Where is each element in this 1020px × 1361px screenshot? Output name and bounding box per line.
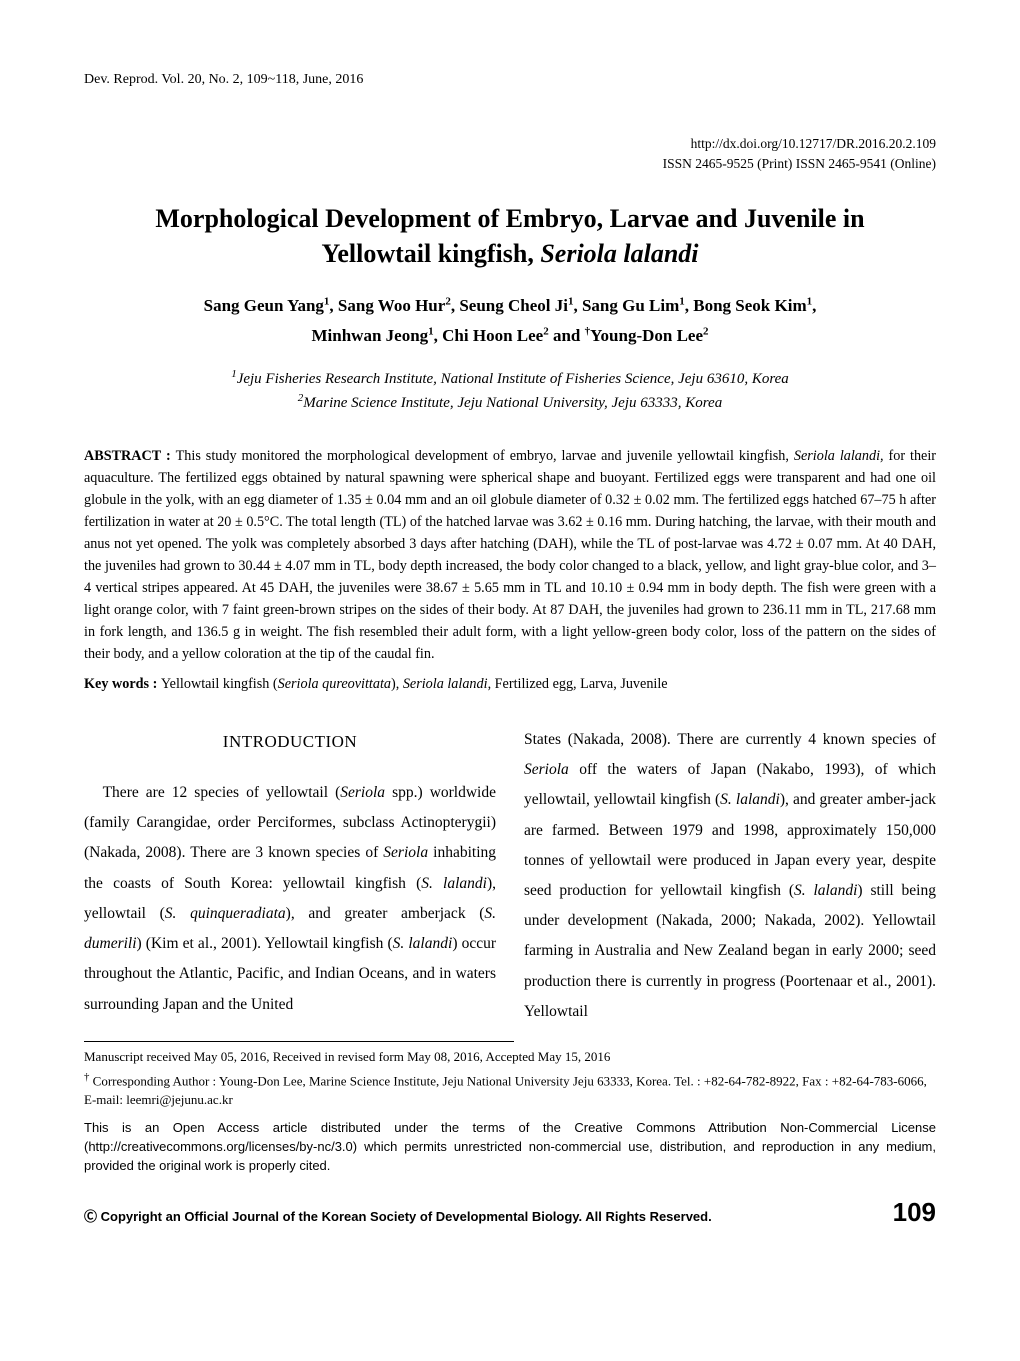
affil-1: 1Jeju Fisheries Research Institute, Nati… [84, 366, 936, 391]
doi-block: http://dx.doi.org/10.12717/DR.2016.20.2.… [84, 134, 936, 175]
body-para-2: States (Nakada, 2008). There are current… [524, 725, 936, 1027]
body-columns: INTRODUCTION There are 12 species of yel… [84, 725, 936, 1027]
copyright-line: Ⓒ Copyright an Official Journal of the K… [84, 1206, 712, 1225]
abstract-text: This study monitored the morphological d… [84, 448, 936, 662]
footnote-corresponding: † Corresponding Author : Young-Don Lee, … [84, 1070, 936, 1109]
title-line2-plain: Yellowtail kingfish, [321, 239, 540, 268]
section-heading-introduction: INTRODUCTION [84, 725, 496, 758]
keywords: Key words : Yellowtail kingfish (Seriola… [84, 673, 936, 695]
doi-url: http://dx.doi.org/10.12717/DR.2016.20.2.… [84, 134, 936, 154]
keywords-text: Yellowtail kingfish (Seriola qureovittat… [161, 676, 668, 692]
authors-line2: Minhwan Jeong1, Chi Hoon Lee2 and †Young… [311, 326, 708, 345]
footnote-rule [84, 1041, 514, 1042]
abstract-label: ABSTRACT : [84, 448, 176, 464]
title-line2-ital: Seriola lalandi [540, 239, 698, 268]
title-line1: Morphological Development of Embryo, Lar… [155, 204, 864, 233]
footnote-received: Manuscript received May 05, 2016, Receiv… [84, 1048, 936, 1066]
article-title: Morphological Development of Embryo, Lar… [84, 201, 936, 271]
abstract: ABSTRACT : This study monitored the morp… [84, 445, 936, 665]
issn-line: ISSN 2465-9525 (Print) ISSN 2465-9541 (O… [84, 154, 936, 174]
affiliations: 1Jeju Fisheries Research Institute, Nati… [84, 366, 936, 415]
affil-2: 2Marine Science Institute, Jeju National… [84, 390, 936, 415]
author-list: Sang Geun Yang1, Sang Woo Hur2, Seung Ch… [84, 291, 936, 352]
footer: Ⓒ Copyright an Official Journal of the K… [84, 1197, 936, 1228]
keywords-label: Key words : [84, 676, 161, 692]
footnotes: Manuscript received May 05, 2016, Receiv… [84, 1048, 936, 1109]
running-head: Dev. Reprod. Vol. 20, No. 2, 109~118, Ju… [84, 72, 936, 88]
page-number: 109 [893, 1197, 936, 1228]
authors-line1: Sang Geun Yang1, Sang Woo Hur2, Seung Ch… [204, 296, 817, 315]
page: Dev. Reprod. Vol. 20, No. 2, 109~118, Ju… [0, 0, 1020, 1361]
open-access-statement: This is an Open Access article distribut… [84, 1119, 936, 1176]
body-para-1: There are 12 species of yellowtail (Seri… [84, 778, 496, 1020]
